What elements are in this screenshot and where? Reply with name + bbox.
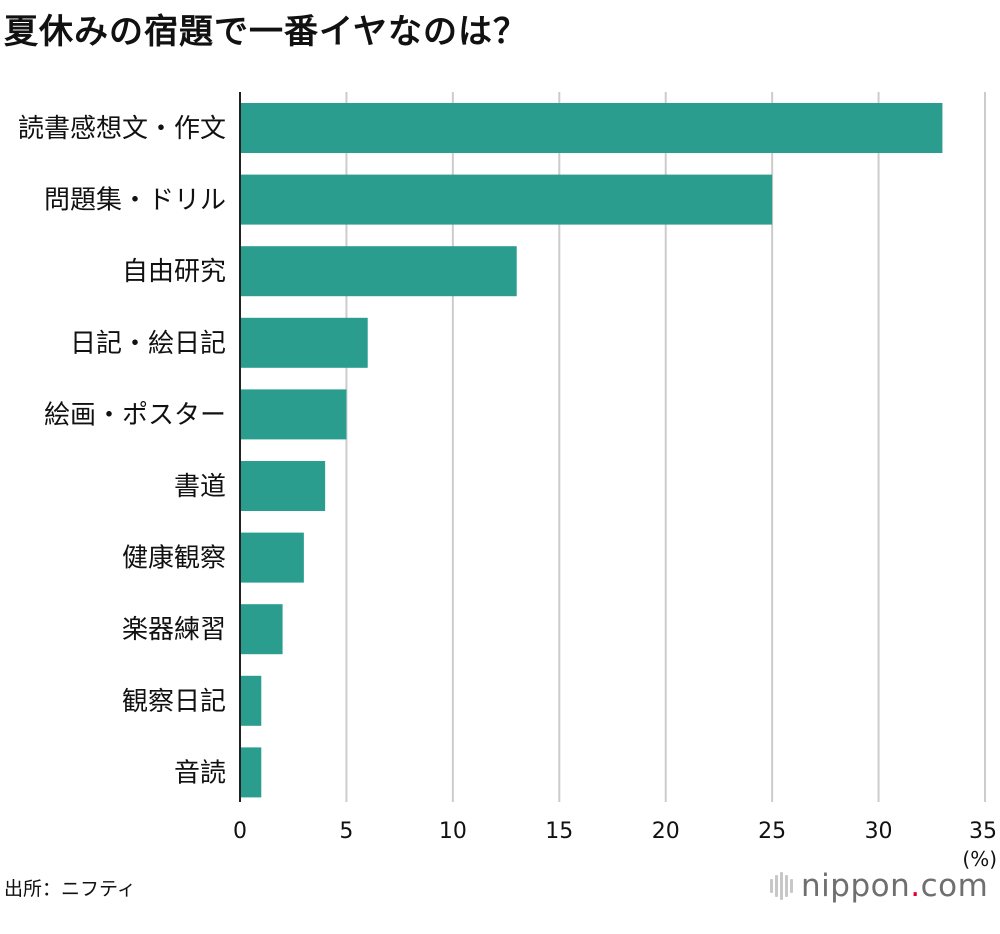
category-label: 健康観察 (122, 544, 226, 574)
bar (240, 532, 304, 583)
bar (240, 747, 262, 798)
bar (240, 461, 326, 511)
bar (240, 389, 347, 440)
category-label: 書道 (174, 472, 226, 502)
x-tick-label: 20 (652, 819, 680, 844)
bar (240, 103, 943, 153)
x-tick-label: 25 (758, 819, 786, 844)
category-label: 音読 (174, 758, 226, 788)
category-label: 楽器練習 (122, 615, 226, 645)
source-note: 出所：ニフティ (4, 878, 136, 900)
logo-text: nippon.com (801, 868, 989, 904)
category-label: 観察日記 (122, 687, 226, 717)
category-label: 問題集・ドリル (44, 186, 226, 216)
logo-dot: . (910, 868, 921, 904)
category-label: 自由研究 (122, 257, 226, 287)
logo-mark-icon (770, 872, 793, 900)
category-label: 日記・絵日記 (70, 329, 226, 359)
x-tick-label: 0 (233, 819, 247, 844)
nippon-logo: nippon.com (770, 866, 988, 906)
bar (240, 246, 517, 297)
bar (240, 604, 283, 655)
bar (240, 174, 773, 225)
x-tick-label: 10 (439, 819, 467, 844)
x-tick-label: 35 (969, 819, 997, 844)
x-tick-label: 5 (339, 819, 353, 844)
x-tick-label: 30 (865, 819, 893, 844)
unit-label: (%) (962, 847, 997, 871)
chart-title: 夏休みの宿題で一番イヤなのは？ (4, 12, 528, 52)
category-label: 絵画・ポスター (44, 400, 226, 430)
category-label: 読書感想文・作文 (18, 114, 226, 144)
x-tick-label: 15 (545, 819, 573, 844)
bar (240, 317, 368, 368)
bar (240, 675, 262, 726)
